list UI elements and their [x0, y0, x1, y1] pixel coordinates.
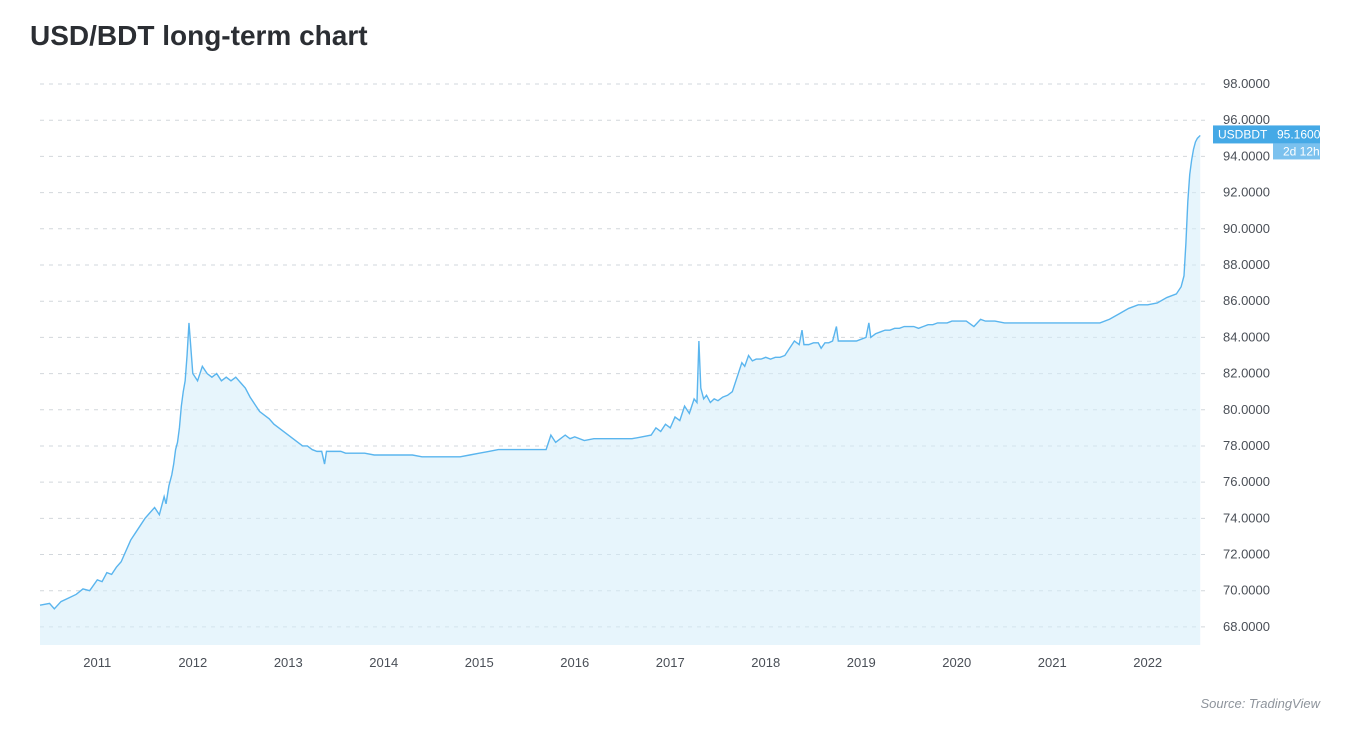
- x-axis-tick: 2021: [1038, 655, 1067, 670]
- x-axis-tick: 2020: [942, 655, 971, 670]
- y-axis-tick: 96.0000: [1223, 112, 1270, 127]
- price-chart: 68.0000 70.0000 72.0000 74.0000 76.0000 78.00…: [30, 70, 1320, 690]
- y-axis-tick: 92.0000: [1223, 185, 1270, 200]
- x-axis-tick: 2016: [560, 655, 589, 670]
- x-axis-tick: 2013: [274, 655, 303, 670]
- x-axis-tick: 2015: [465, 655, 494, 670]
- x-axis-tick: 2022: [1133, 655, 1162, 670]
- x-axis-tick: 2011: [83, 655, 111, 670]
- y-axis-tick: 88.0000: [1223, 257, 1270, 272]
- y-axis-tick: 98.0000: [1223, 76, 1270, 91]
- chart-container: 68.0000 70.0000 72.0000 74.0000 76.0000 78.00…: [30, 70, 1320, 690]
- y-axis-tick: 80.0000: [1223, 402, 1270, 417]
- x-axis-tick: 2019: [847, 655, 876, 670]
- y-axis-tick: 70.0000: [1223, 583, 1270, 598]
- chart-title: USD/BDT long-term chart: [30, 20, 1320, 52]
- countdown-label: 2d 12h: [1283, 144, 1320, 158]
- y-axis-tick: 84.0000: [1223, 329, 1270, 344]
- y-axis-tick: 82.0000: [1223, 366, 1270, 381]
- y-axis-tick: 72.0000: [1223, 547, 1270, 562]
- y-axis-tick: 86.0000: [1223, 293, 1270, 308]
- symbol-badge-label: USDBDT: [1218, 127, 1268, 141]
- x-axis-tick: 2018: [751, 655, 780, 670]
- y-axis-tick: 74.0000: [1223, 510, 1270, 525]
- area-fill: [40, 135, 1200, 645]
- x-axis-tick: 2012: [178, 655, 207, 670]
- source-label: Source: TradingView: [30, 696, 1320, 711]
- y-axis-tick: 76.0000: [1223, 474, 1270, 489]
- x-axis-tick: 2014: [369, 655, 398, 670]
- y-axis-tick: 90.0000: [1223, 221, 1270, 236]
- x-axis-tick: 2017: [656, 655, 685, 670]
- y-axis-tick: 94.0000: [1223, 148, 1270, 163]
- y-axis-tick: 68.0000: [1223, 619, 1270, 634]
- y-axis-tick: 78.0000: [1223, 438, 1270, 453]
- value-badge-label: 95.1600: [1277, 127, 1320, 141]
